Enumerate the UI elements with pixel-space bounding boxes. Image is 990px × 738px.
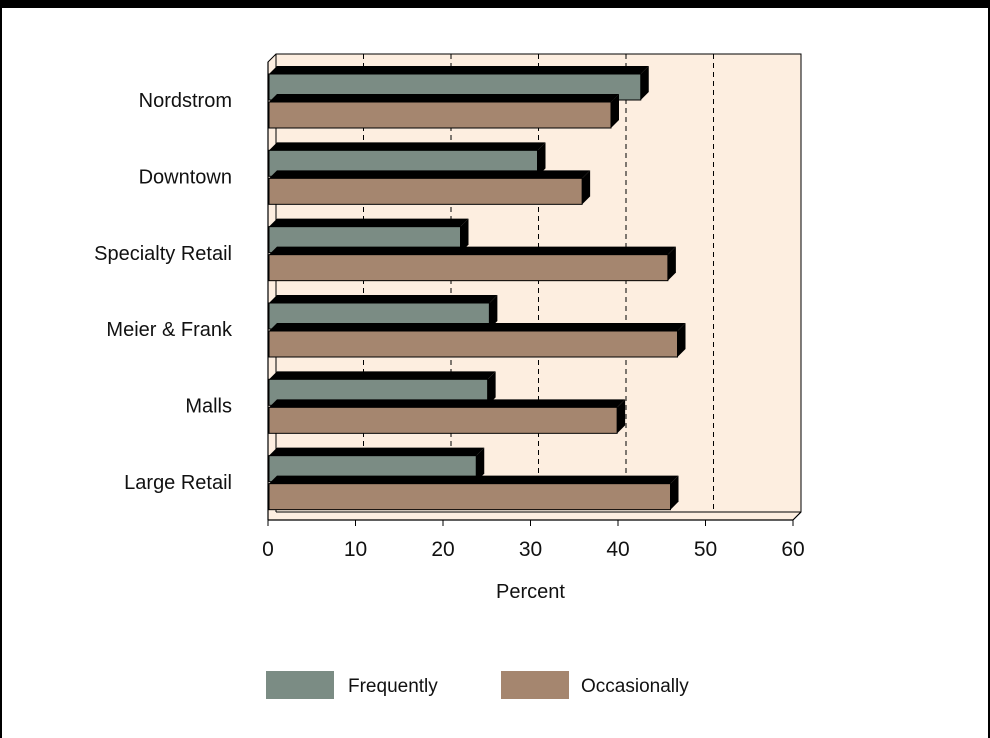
bar-side-face [640,66,649,100]
bar-side-face [670,475,679,510]
bar-top-face [269,475,679,484]
bar-side-face [582,170,591,205]
legend-label-occasionally: Occasionally [581,676,689,697]
labels: Nordstrom Downtown Specialty Retail Meier &… [94,90,805,603]
axes [267,511,802,526]
x-tick-label: 50 [694,538,717,561]
x-tick-label: 20 [431,538,454,561]
bars [268,66,686,511]
category-label: Specialty Retail [94,243,232,265]
legend-label-frequently: Frequently [348,676,438,697]
bar-occasionally [268,330,678,358]
category-label: Nordstrom [139,90,232,112]
bar-top-face [269,295,498,303]
bar-occasionally [268,483,671,511]
x-tick-label: 60 [781,538,804,561]
bar-side-face [487,371,496,406]
bar-occasionally [268,101,612,129]
category-label: Large Retail [124,472,232,494]
bar-top-face [269,447,485,456]
bar-top-face [269,371,496,380]
bar-side-face [537,142,546,177]
bar-top-face [269,218,469,227]
bar-top-face [269,323,686,331]
bar-top-face [269,66,649,74]
bar-occasionally [268,177,583,205]
bar-occasionally [268,406,618,434]
bar-top-face [269,94,619,102]
bar-side-face [667,246,676,281]
gridlines [363,54,714,512]
category-label: Meier & Frank [106,319,233,341]
bar-occasionally [268,254,669,282]
legend-swatch-occasionally [501,671,569,699]
x-axis-title: Percent [496,581,565,603]
bar-side-face [611,94,619,128]
bar-top-face [269,246,676,255]
bar-top-face [269,142,546,151]
bar-side-face [460,218,469,253]
x-tick-label: 30 [519,538,542,561]
bar-side-face [489,295,498,329]
category-label: Malls [185,396,232,418]
bar-side-face [677,323,686,357]
legend: Frequently Occasionally [266,671,689,699]
bar-side-face [617,399,626,434]
title-bar [2,0,990,8]
x-tick-label: 0 [262,538,274,561]
bar-top-face [269,170,591,179]
legend-swatch-frequently [266,671,334,699]
bar-top-face [269,399,626,408]
x-tick-label: 40 [606,538,629,561]
bar-side-face [476,447,485,482]
x-axis-depth-edge [792,511,802,521]
x-tick-label: 10 [344,538,367,561]
category-label: Downtown [139,167,232,189]
